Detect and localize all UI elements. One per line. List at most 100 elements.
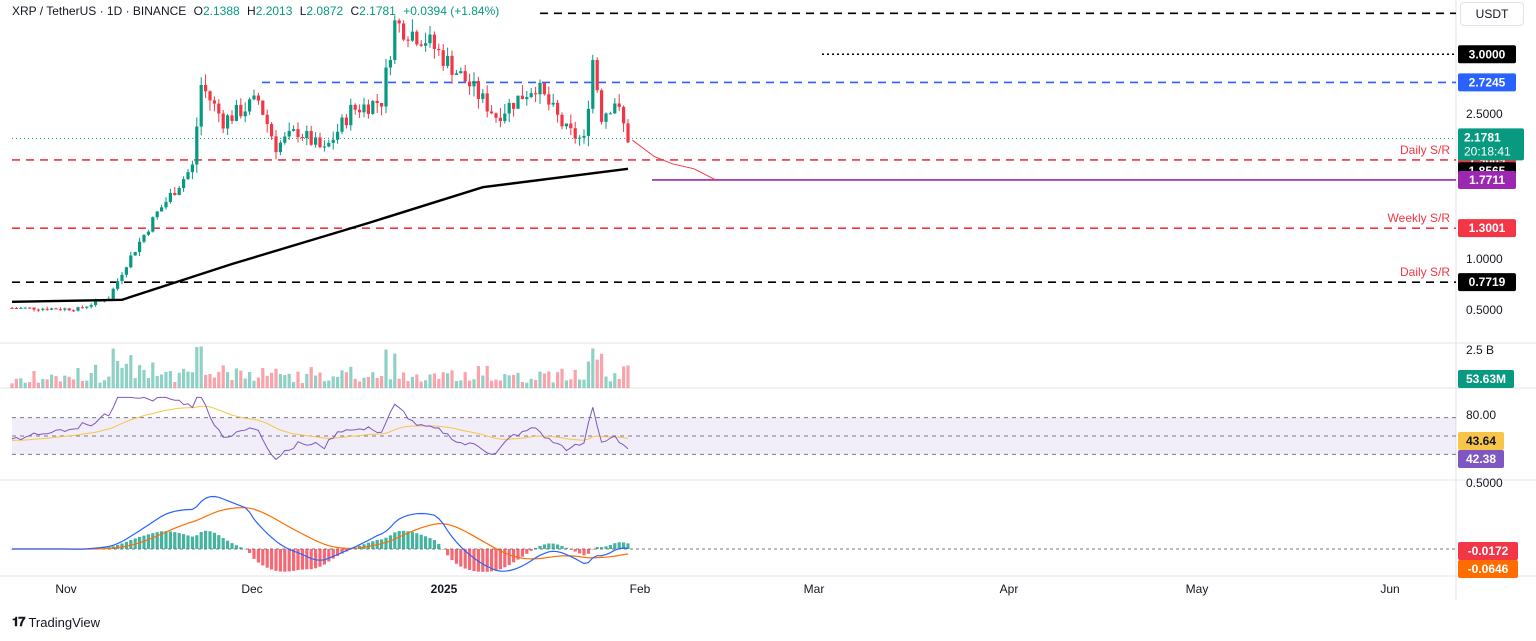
candles — [10, 15, 630, 313]
rsi-last-box — [1458, 450, 1504, 468]
candle-body — [190, 164, 194, 173]
volume-bar — [380, 376, 384, 388]
candle-body — [23, 307, 27, 309]
candle-body — [564, 123, 568, 127]
candle-body — [54, 308, 58, 310]
volume-bar — [468, 380, 472, 388]
x-tick-label: May — [1186, 582, 1209, 596]
volume-bar — [274, 368, 278, 388]
macd-histogram-bar — [415, 533, 419, 549]
candle-body — [243, 111, 247, 117]
candle-body — [371, 100, 375, 114]
close-label: C — [350, 4, 360, 18]
currency-button[interactable]: USDT — [1460, 2, 1524, 26]
candle-body — [120, 274, 124, 282]
volume-bar — [85, 380, 89, 388]
candle-body — [472, 80, 476, 87]
candle-body — [604, 113, 608, 122]
volume-bar — [94, 364, 98, 388]
volume-bar — [622, 366, 626, 388]
candle-body — [116, 281, 120, 289]
candle-body — [208, 91, 212, 101]
macd-histogram-bar — [525, 549, 529, 554]
volume-bar — [226, 372, 230, 388]
macd-histogram-bar — [388, 535, 392, 549]
volume-last-label: 53.63M — [1466, 372, 1506, 386]
macd-histogram-bar — [419, 534, 423, 549]
volume-bar — [208, 373, 212, 388]
candle-body — [186, 172, 190, 180]
volume-bar — [296, 371, 300, 388]
candle-body — [388, 59, 392, 68]
candle-body — [309, 131, 313, 145]
volume-bar — [256, 377, 260, 388]
high-value: 2.2013 — [255, 4, 293, 18]
volume-bar — [340, 370, 344, 388]
last-price-label: 2.1781 — [1464, 130, 1501, 144]
candle-body — [573, 128, 577, 139]
candle-body — [459, 71, 463, 74]
volume-bar — [129, 355, 133, 388]
volume-bar — [613, 373, 617, 388]
volume-bar — [428, 374, 432, 388]
volume-bar — [463, 372, 467, 388]
volume-bar — [397, 378, 401, 388]
volume-bar — [402, 372, 406, 388]
volume-bar — [89, 372, 93, 388]
volume-bar — [472, 379, 476, 388]
candle-body — [512, 102, 516, 109]
macd-histogram-bar — [274, 549, 278, 571]
volume-pane — [10, 346, 630, 388]
macd-histogram-bar — [538, 545, 542, 549]
macd-histogram-bar — [160, 531, 164, 549]
price-label: 0.7719 — [1469, 275, 1506, 289]
volume-bar — [503, 374, 507, 388]
open-value: 2.1388 — [202, 4, 240, 18]
volume-bar — [230, 379, 234, 388]
macd-histogram-bar — [591, 549, 595, 550]
candle-body — [226, 115, 230, 129]
volume-bar — [388, 379, 392, 388]
candle-body — [336, 131, 340, 140]
volume-bar — [155, 375, 159, 388]
volume-bar — [476, 365, 480, 388]
level-note: Daily S/R — [1400, 265, 1450, 279]
macd-histogram-bar — [459, 549, 463, 567]
candle-body — [129, 255, 133, 268]
candle-body — [393, 20, 397, 60]
macd-line — [12, 495, 629, 572]
macd-histogram-bar — [503, 549, 507, 568]
volume-bar — [542, 373, 546, 388]
y-tick-label: 0.5000 — [1466, 303, 1503, 317]
price-label-box — [1458, 170, 1516, 189]
macd-histogram-bar — [336, 549, 340, 556]
volume-bar — [556, 372, 560, 388]
macd-histogram-bar — [142, 535, 146, 549]
volume-bar — [102, 380, 106, 388]
ma200-path — [11, 167, 629, 303]
macd-histogram-bar — [542, 544, 546, 549]
candle-body — [384, 67, 388, 107]
candle-body — [520, 95, 524, 100]
candle-body — [454, 73, 458, 75]
macd-histogram-bar — [248, 549, 252, 554]
macd-histogram-bar — [287, 549, 291, 572]
macd-histogram-bar — [265, 549, 269, 568]
volume-bar — [212, 377, 216, 388]
volume-bar — [98, 382, 102, 388]
volume-bar — [151, 362, 155, 388]
volume-bar — [569, 379, 573, 388]
macd-histogram-bar — [424, 536, 428, 549]
candle-body — [292, 129, 296, 131]
candle-body — [173, 192, 177, 196]
x-tick-label: Mar — [804, 582, 825, 596]
candle-body — [283, 136, 287, 143]
candle-body — [406, 39, 410, 41]
volume-bar — [525, 382, 529, 388]
volume-bar — [432, 373, 436, 388]
candle-body — [582, 135, 586, 138]
macd-histogram-bar — [617, 542, 621, 549]
tradingview-brand[interactable]: 𝟏𝟕 TradingView — [12, 614, 100, 630]
candle-body — [358, 109, 362, 113]
macd-histogram-bar — [362, 544, 366, 549]
